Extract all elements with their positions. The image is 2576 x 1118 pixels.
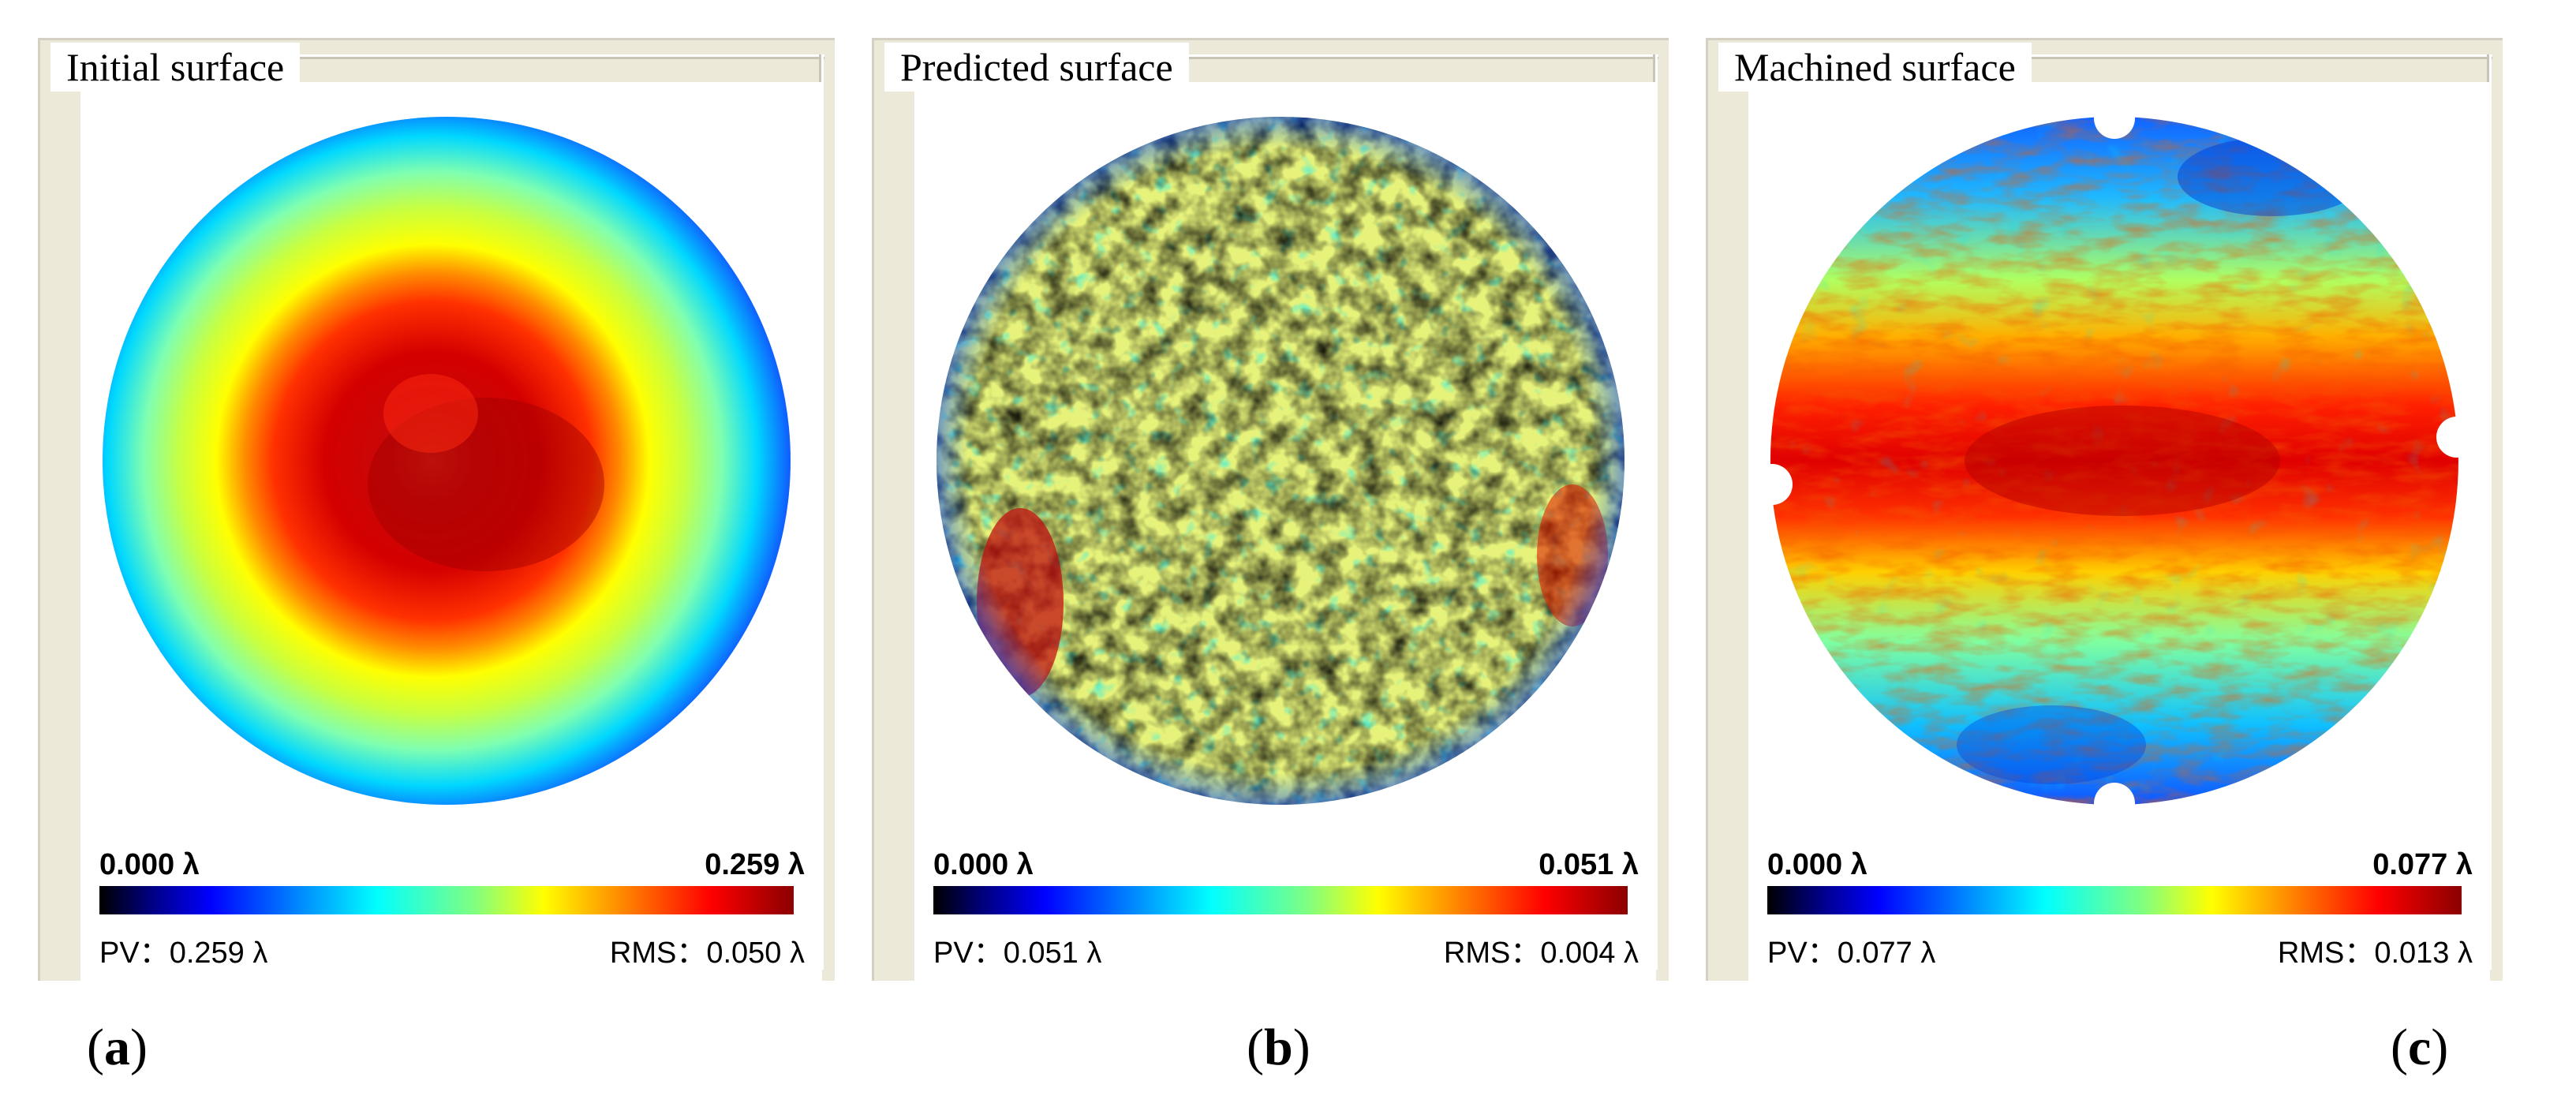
pv-readout: PV：0.259 λ xyxy=(99,928,267,971)
scale-min-label: 0.000 λ xyxy=(933,848,1034,881)
subfigure-label-a: (a) xyxy=(87,1019,148,1076)
pv-label: PV： xyxy=(99,937,170,970)
pv-value: 0.259 λ xyxy=(169,937,268,970)
rms-readout: RMS：0.050 λ xyxy=(610,928,805,971)
surface-map-predicted xyxy=(937,117,1624,805)
subfigure-letter: a xyxy=(103,1019,130,1076)
colorbar xyxy=(99,886,794,914)
subfigure-letter: b xyxy=(1263,1019,1293,1076)
rms-label: RMS： xyxy=(609,937,707,970)
pv-readout: PV：0.051 λ xyxy=(933,928,1101,971)
pv-value: 0.077 λ xyxy=(1837,937,1936,970)
subfigure-label-b: (b) xyxy=(1247,1019,1310,1076)
colorbar xyxy=(933,886,1628,914)
scale-max-label: 0.259 λ xyxy=(705,848,805,881)
panel-title: Predicted surface xyxy=(884,43,1189,92)
panel-predicted-surface: Predicted surface xyxy=(872,38,1669,981)
scale-min-label: 0.000 λ xyxy=(99,848,200,881)
panel-title: Initial surface xyxy=(50,43,301,92)
rms-label: RMS： xyxy=(2277,937,2375,970)
scale-max-label: 0.051 λ xyxy=(1538,848,1639,881)
pv-label: PV： xyxy=(933,937,1004,970)
subfigure-letter: c xyxy=(2407,1019,2432,1076)
surface-map-initial xyxy=(103,117,791,805)
scale-max-label: 0.077 λ xyxy=(2372,848,2473,881)
surface-map xyxy=(933,114,1628,808)
pv-label: PV： xyxy=(1767,937,1838,970)
surface-map xyxy=(99,114,794,808)
rms-value: 0.050 λ xyxy=(706,937,805,970)
surface-map xyxy=(1767,114,2462,808)
panel-machined-surface: Machined surface xyxy=(1706,38,2503,981)
rms-value: 0.013 λ xyxy=(2374,937,2473,970)
subfigure-label-c: (c) xyxy=(2391,1019,2449,1076)
colorbar xyxy=(1767,886,2462,914)
panel-title: Machined surface xyxy=(1718,43,2032,92)
rms-readout: RMS：0.004 λ xyxy=(1444,928,1639,971)
scale-min-label: 0.000 λ xyxy=(1767,848,1868,881)
rms-readout: RMS：0.013 λ xyxy=(2278,928,2473,971)
pv-value: 0.051 λ xyxy=(1003,937,1102,970)
rms-value: 0.004 λ xyxy=(1540,937,1639,970)
rms-label: RMS： xyxy=(1443,937,1541,970)
surface-map-machined xyxy=(1767,114,2462,808)
pv-readout: PV：0.077 λ xyxy=(1767,928,1935,971)
panel-initial-surface: Initial surface xyxy=(38,38,835,981)
